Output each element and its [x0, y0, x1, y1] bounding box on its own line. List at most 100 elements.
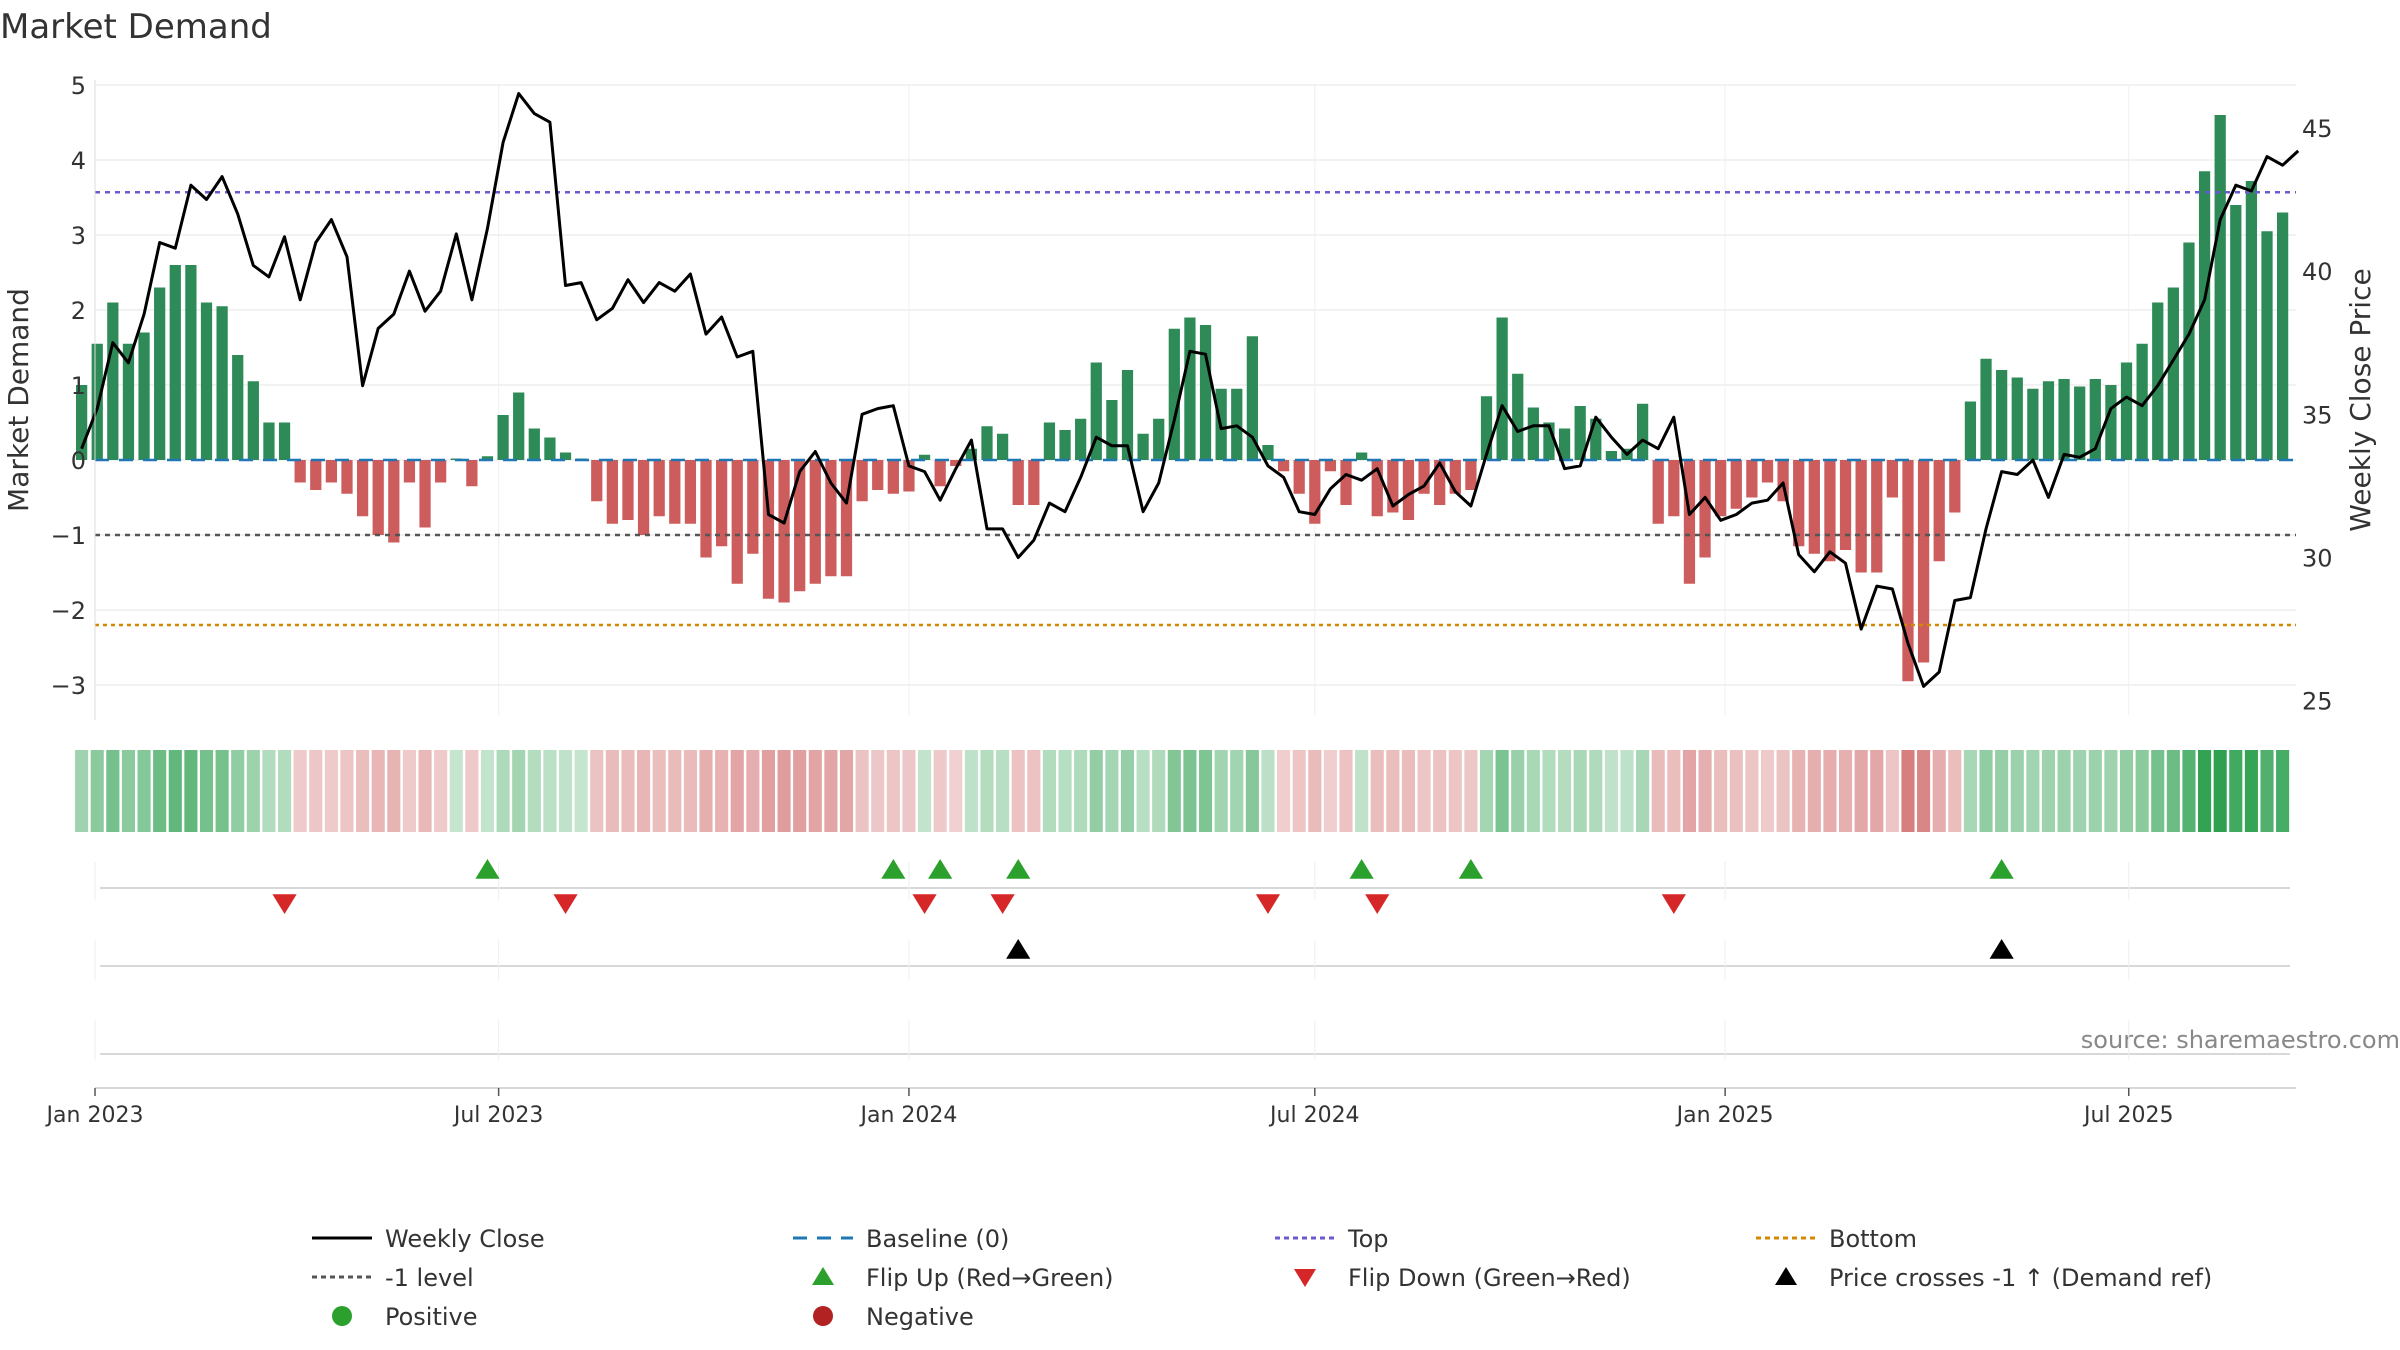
heat-strip-cell — [137, 750, 151, 832]
demand-bar — [1761, 460, 1774, 483]
demand-bar — [1121, 370, 1134, 460]
heat-strip-cell — [933, 750, 947, 832]
demand-bar — [981, 426, 993, 460]
demand-bar — [466, 460, 478, 487]
heat-strip-cell — [1464, 750, 1478, 832]
demand-bar — [294, 460, 306, 483]
heat-strip-cell — [1417, 750, 1431, 832]
demand-bar — [388, 460, 400, 543]
flip-up-marker — [1349, 859, 1374, 879]
demand-bar — [1043, 422, 1056, 460]
heat-strip-cell — [1105, 750, 1119, 832]
demand-bar — [950, 460, 962, 466]
demand-bar — [2214, 115, 2226, 460]
heat-strip-cell — [964, 750, 978, 832]
heat-strip-cell — [90, 750, 104, 832]
heat-strip-cell — [1058, 750, 1072, 832]
heat-strip-cell — [2244, 750, 2258, 832]
demand-bar — [747, 460, 759, 554]
demand-bar — [2136, 343, 2148, 460]
demand-bar — [856, 460, 868, 502]
heat-strip-cell — [356, 750, 370, 832]
demand-bar — [1324, 460, 1337, 472]
price-cross-marker — [1989, 939, 2014, 959]
y-tick-label: 1 — [71, 372, 86, 400]
heat-strip-cell — [1760, 750, 1775, 832]
demand-bar — [872, 460, 884, 490]
demand-bar — [1824, 460, 1836, 562]
heat-strip-cell — [2041, 750, 2056, 832]
heat-strip-cell — [621, 750, 635, 832]
heat-strip-cell — [699, 750, 713, 832]
demand-bar — [591, 460, 603, 502]
demand-bar — [1309, 460, 1321, 524]
heat-strip-cell — [1745, 750, 1759, 832]
heat-strip-cell — [153, 750, 167, 832]
demand-bar — [1730, 460, 1742, 509]
heat-strip-cell — [543, 750, 557, 832]
demand-bar — [2198, 171, 2211, 460]
demand-bar — [700, 460, 712, 558]
demand-bar — [1199, 325, 1212, 460]
heat-strip-cell — [2213, 750, 2227, 832]
demand-bar — [1106, 400, 1118, 460]
heat-strip-cell — [574, 750, 588, 832]
heat-strip-cell — [761, 750, 776, 832]
demand-bar — [762, 460, 775, 599]
heat-strip-cell — [1901, 750, 1915, 832]
demand-bar — [1153, 418, 1165, 460]
heat-strip-cell — [2151, 750, 2165, 832]
demand-bar — [1590, 418, 1602, 460]
demand-bar — [91, 343, 103, 460]
demand-bar — [1964, 401, 1977, 460]
demand-bar — [1917, 460, 1930, 663]
demand-bar — [1402, 460, 1415, 520]
flip-up-marker — [1458, 859, 1484, 879]
demand-bar — [684, 460, 697, 524]
demand-bar — [232, 355, 244, 460]
heat-strip-cell — [652, 750, 666, 832]
demand-bar — [2230, 205, 2242, 460]
heat-strip-cell — [558, 750, 573, 832]
y2-tick-label: 25 — [2302, 688, 2333, 716]
demand-bar — [1262, 445, 1274, 460]
y2-tick-label: 35 — [2302, 401, 2333, 429]
heat-strip-cell — [871, 750, 885, 832]
demand-bar — [2089, 379, 2101, 460]
demand-bar — [1793, 460, 1805, 547]
heat-strip-cell — [1386, 750, 1400, 832]
heat-strip-cell — [1729, 750, 1743, 832]
heat-strip-cell — [1589, 750, 1603, 832]
heat-strip-cell — [855, 750, 869, 832]
demand-bar — [356, 460, 369, 517]
y-tick-label: 0 — [71, 447, 86, 475]
flip-up-marker — [881, 859, 906, 879]
demand-bar — [637, 460, 650, 535]
heat-strip-cell — [512, 750, 526, 832]
heat-strip-cell — [371, 750, 385, 832]
demand-bar — [528, 428, 540, 460]
y-tick-label: 2 — [71, 297, 86, 325]
x-tick-label: Jan 2025 — [1675, 1103, 1774, 1128]
heat-strip-cell — [1792, 750, 1806, 832]
demand-bar — [669, 460, 681, 524]
heat-strip-cell — [2229, 750, 2243, 832]
demand-bar — [2261, 231, 2273, 460]
flip-up-marker — [1989, 859, 2014, 879]
heat-strip-cell — [527, 750, 541, 832]
demand-bar — [2011, 377, 2023, 460]
demand-bar — [107, 302, 119, 460]
demand-bar — [2277, 212, 2289, 460]
heat-strip-cell — [1854, 750, 1868, 832]
legend-label: Baseline (0) — [866, 1225, 1009, 1253]
demand-bar — [169, 265, 181, 460]
demand-bar — [76, 385, 88, 460]
demand-bar — [1668, 460, 1680, 517]
heat-strip-cell — [1698, 750, 1712, 832]
demand-bar — [497, 415, 509, 460]
heat-strip-cell — [1620, 750, 1634, 832]
demand-bar — [653, 460, 665, 517]
heat-strip-cell — [1261, 750, 1275, 832]
heat-strip-cell — [496, 750, 510, 832]
demand-bar — [1902, 460, 1914, 682]
